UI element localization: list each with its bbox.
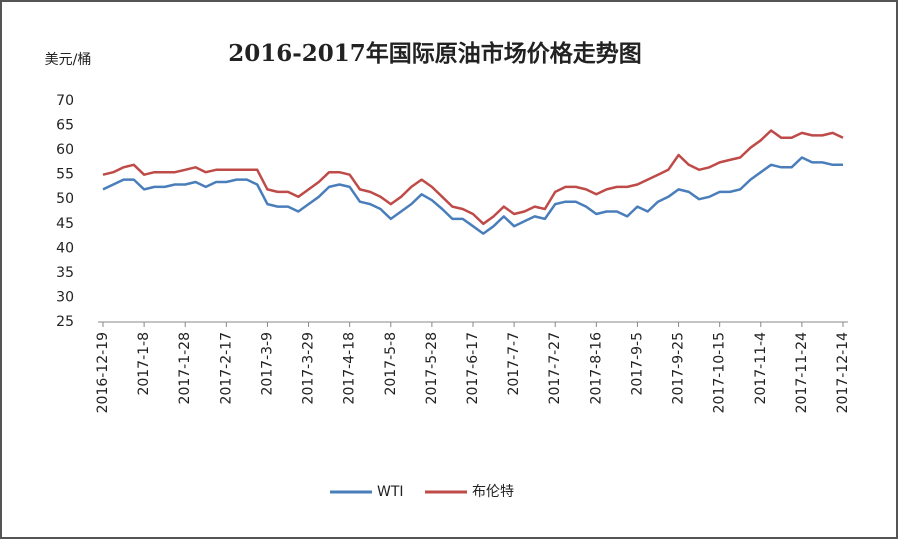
chart-title: 2016-2017年国际原油市场价格走势图	[228, 40, 642, 67]
x-tick-label: 2017-3-29	[301, 332, 317, 404]
x-tick-label: 2017-1-8	[136, 332, 152, 396]
x-tick-label: 2017-9-5	[629, 332, 645, 396]
x-tick-label: 2017-12-14	[835, 332, 851, 413]
y-tick-label: 50	[56, 191, 74, 207]
legend-label: 布伦特	[472, 484, 514, 500]
x-tick-label: 2017-2-17	[218, 332, 234, 404]
data-line	[102, 129, 844, 226]
x-tick-label: 2017-6-17	[465, 332, 481, 404]
x-tick-label: 2017-11-24	[794, 332, 810, 413]
x-tick-label: 2016-12-19	[95, 332, 111, 413]
x-tick-label: 2017-10-15	[712, 332, 728, 413]
y-tick-label: 35	[56, 265, 74, 281]
x-tick-label: 2017-8-16	[588, 332, 604, 405]
x-tick-label: 2017-11-4	[753, 332, 769, 405]
x-tick-label: 2017-5-8	[383, 332, 399, 396]
y-tick-label: 70	[56, 93, 74, 109]
y-tick-label: 65	[56, 118, 74, 134]
y-tick-label: 40	[56, 240, 74, 256]
x-tick-label: 2017-7-27	[547, 332, 563, 404]
y-tick-label: 55	[56, 167, 74, 183]
x-tick-label: 2017-9-25	[671, 332, 687, 404]
x-tick-label: 2017-3-9	[259, 332, 275, 396]
y-tick-label: 25	[56, 314, 74, 330]
legend-label: WTI	[377, 484, 404, 500]
x-tick-label: 2017-1-28	[177, 332, 193, 404]
y-tick-label: 60	[56, 142, 74, 158]
x-tick-label: 2017-7-7	[506, 332, 522, 396]
data-line	[102, 156, 843, 235]
x-tick-label: 2017-5-28	[424, 332, 440, 404]
x-tick-label: 2017-4-18	[342, 332, 358, 404]
y-axis-label: 美元/桶	[45, 52, 92, 68]
y-tick-label: 30	[56, 289, 74, 305]
y-tick-label: 45	[56, 216, 74, 232]
